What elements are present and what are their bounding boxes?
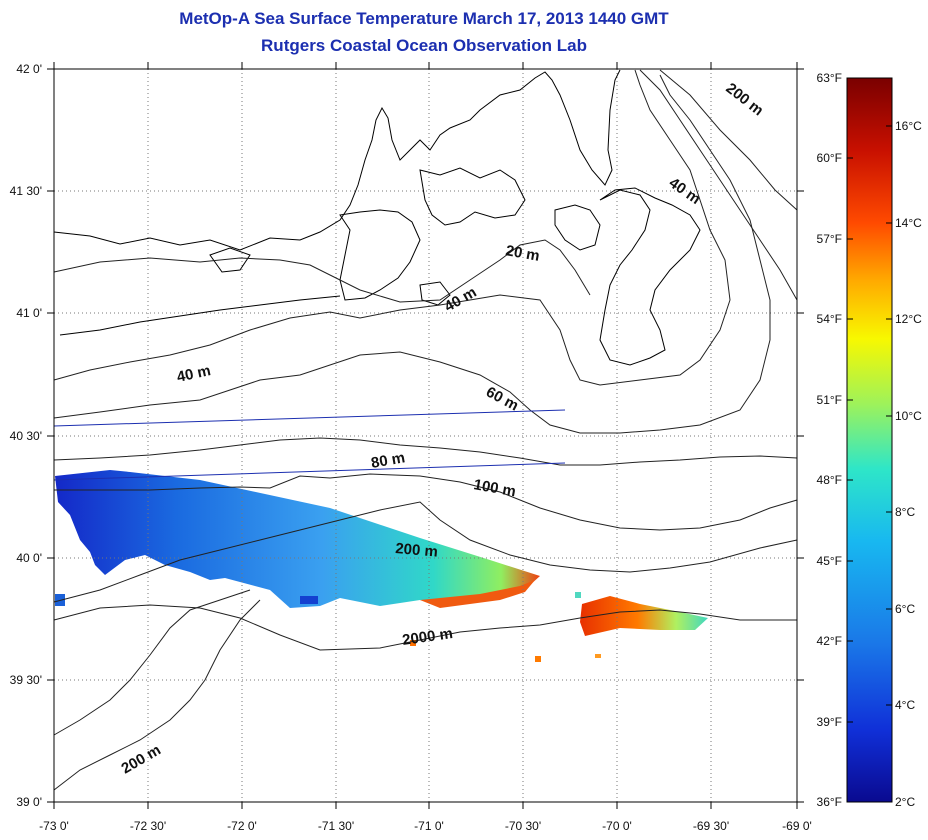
- depth-label: 200 m: [723, 80, 767, 120]
- depth-label: 2000 m: [401, 625, 454, 649]
- cb-c-label: 6°C: [895, 602, 915, 616]
- cb-f-label: 57°F: [817, 232, 842, 246]
- coastline: [53, 69, 701, 366]
- lon-label: -72 0': [227, 819, 257, 833]
- cb-f-label: 39°F: [817, 715, 842, 729]
- cb-c-label: 10°C: [895, 409, 922, 423]
- lon-label: -72 30': [130, 819, 166, 833]
- depth-label: 40 m: [666, 174, 704, 208]
- transect-lines: [53, 409, 566, 481]
- lat-label: 40 0': [16, 551, 42, 565]
- colorbar-bar: [846, 77, 893, 803]
- lon-label: -71 30': [318, 819, 354, 833]
- map-subtitle: Rutgers Coastal Ocean Observation Lab: [261, 36, 587, 55]
- lat-label: 39 0': [16, 795, 42, 809]
- axis-ticks: [47, 62, 804, 809]
- lon-label: -69 0': [782, 819, 812, 833]
- longitude-labels: -73 0' -72 30' -72 0' -71 30' -71 0' -70…: [39, 819, 812, 833]
- cb-f-label: 48°F: [817, 473, 842, 487]
- depth-label: 100 m: [472, 476, 517, 500]
- latitude-labels: 42 0' 41 30' 41 0' 40 30' 40 0' 39 30' 3…: [10, 62, 42, 809]
- depth-label: 60 m: [483, 384, 521, 415]
- lon-label: -70 30': [505, 819, 541, 833]
- cb-f-label: 51°F: [817, 393, 842, 407]
- lat-label: 41 0': [16, 306, 42, 320]
- lat-label: 40 30': [10, 429, 42, 443]
- lon-label: -71 0': [414, 819, 444, 833]
- cb-c-label: 2°C: [895, 795, 915, 809]
- bathymetry-contours: [53, 69, 798, 791]
- cb-c-label: 14°C: [895, 216, 922, 230]
- cb-f-label: 63°F: [817, 71, 842, 85]
- lon-label: -73 0': [39, 819, 69, 833]
- lat-label: 42 0': [16, 62, 42, 76]
- cb-f-label: 54°F: [817, 312, 842, 326]
- colorbar: 63°F 60°F 57°F 54°F 51°F 48°F 45°F 42°F …: [817, 71, 923, 809]
- cb-c-label: 4°C: [895, 698, 915, 712]
- map-title: MetOp-A Sea Surface Temperature March 17…: [179, 9, 669, 28]
- depth-label: 40 m: [442, 284, 480, 316]
- cb-c-label: 12°C: [895, 312, 922, 326]
- lat-label: 41 30': [10, 184, 42, 198]
- lon-label: -70 0': [602, 819, 632, 833]
- cb-c-label: 16°C: [895, 119, 922, 133]
- cb-f-label: 42°F: [817, 634, 842, 648]
- map-frame: [53, 68, 798, 803]
- depth-label: 200 m: [395, 540, 439, 561]
- depth-label: 20 m: [504, 242, 541, 265]
- graticule: [54, 69, 797, 802]
- cb-f-label: 36°F: [817, 795, 842, 809]
- depth-label: 40 m: [175, 362, 212, 386]
- lat-label: 39 30': [10, 673, 42, 687]
- depth-label: 80 m: [370, 449, 407, 472]
- sst-swath: [55, 470, 708, 662]
- cb-f-label: 45°F: [817, 554, 842, 568]
- cb-f-label: 60°F: [817, 151, 842, 165]
- cb-c-label: 8°C: [895, 505, 915, 519]
- lon-label: -69 30': [693, 819, 729, 833]
